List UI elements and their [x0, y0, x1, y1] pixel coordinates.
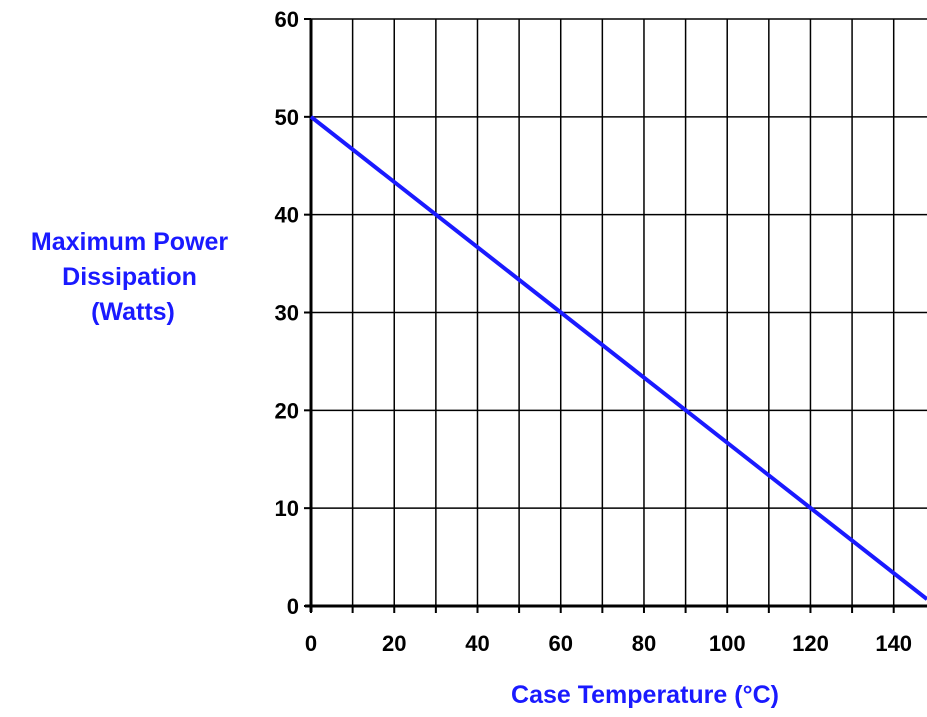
y-tick-label: 30: [275, 301, 299, 326]
y-tick-label: 60: [275, 7, 299, 32]
grid: [311, 18, 927, 606]
x-tick-label: 60: [548, 631, 572, 656]
y-tick-label: 20: [275, 398, 299, 423]
y-tick-label: 10: [275, 496, 299, 521]
y-tick-label: 40: [275, 203, 299, 228]
y-tick-label: 50: [275, 105, 299, 130]
y-axis-title: Maximum Power Dissipation (Watts): [31, 228, 235, 326]
y-tick-label: 0: [287, 594, 299, 619]
x-tick-label: 140: [875, 631, 912, 656]
x-tick-label: 40: [465, 631, 489, 656]
y-axis-title-line-3: (Watts): [91, 298, 175, 326]
x-axis-title: Case Temperature (°C): [511, 681, 779, 709]
x-tick-label: 120: [792, 631, 829, 656]
x-tick-label: 100: [709, 631, 746, 656]
series-line: [309, 115, 927, 601]
x-tick-label: 80: [632, 631, 656, 656]
series-layer: [309, 115, 927, 601]
x-tick-label: 20: [382, 631, 406, 656]
tick-labels: 0 10 20 30 40 50 60 0 20 40 60 80 100 120 140: [275, 7, 913, 656]
y-axis-title-line-1: Maximum Power: [31, 228, 229, 256]
y-axis-title-line-2: Dissipation: [62, 263, 197, 291]
x-tick-label: 0: [305, 631, 317, 656]
